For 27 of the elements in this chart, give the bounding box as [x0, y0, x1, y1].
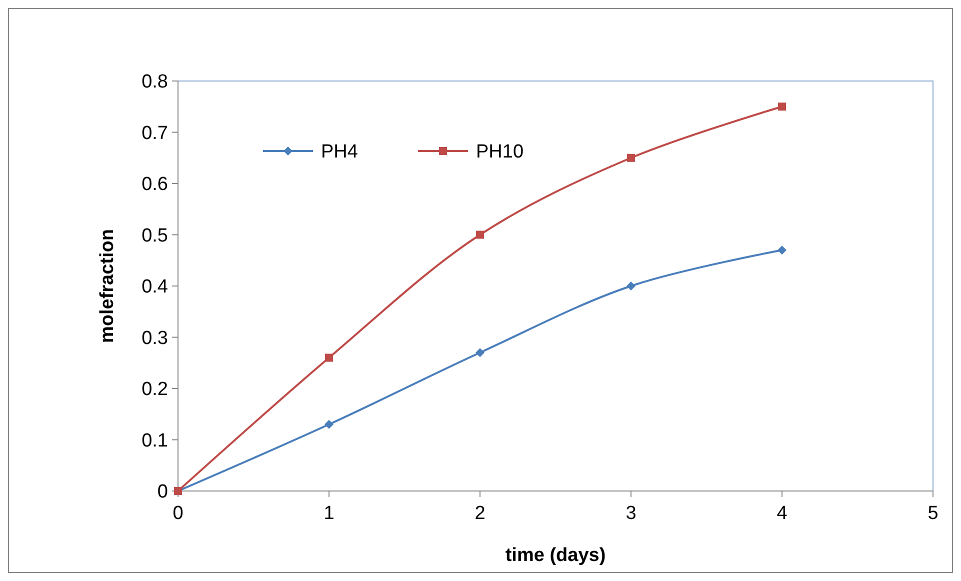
y-tick-label: 0.4 — [142, 276, 168, 298]
y-tick-label: 0.8 — [142, 72, 168, 93]
point — [778, 102, 786, 111]
y-tick-label: 0.2 — [142, 379, 168, 400]
y-axis-title: molefraction — [97, 228, 118, 344]
legend-label: PH10 — [476, 142, 524, 163]
y-tick-label: 0.3 — [142, 328, 168, 349]
x-tick-label: 4 — [776, 503, 788, 524]
x-tick-label: 2 — [474, 503, 486, 524]
point — [476, 348, 484, 358]
point — [325, 354, 333, 362]
x-tick-label: 0 — [172, 503, 184, 524]
y-tick-label: 0.1 — [142, 430, 168, 452]
x-tick-label: 5 — [928, 503, 938, 524]
y-tick-label: 0.6 — [142, 174, 168, 196]
x-tick-label: 3 — [626, 503, 636, 524]
point — [626, 282, 636, 290]
y-tick-label: 0 — [157, 482, 168, 503]
point — [627, 154, 635, 162]
y-tick-label: 0.7 — [142, 122, 168, 144]
x-tick-label: 1 — [324, 503, 334, 524]
point — [324, 420, 334, 429]
legend-label: PH4 — [321, 142, 358, 163]
point — [476, 230, 484, 239]
x-axis-title: time (days) — [505, 545, 606, 566]
point — [778, 246, 786, 255]
y-tick-label: 0.5 — [142, 225, 168, 246]
